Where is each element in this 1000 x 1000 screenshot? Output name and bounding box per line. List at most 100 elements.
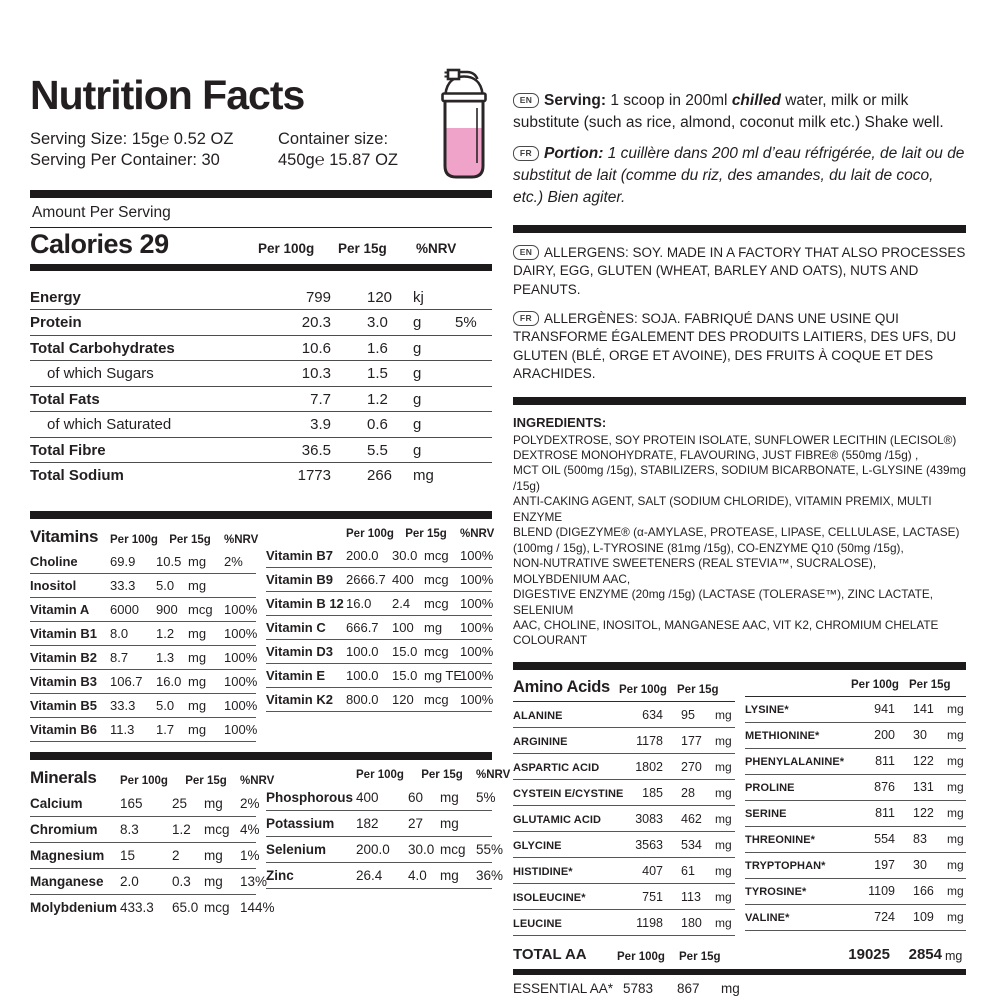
col-header-per15g: Per 15g [185, 774, 227, 787]
vitamins-left-rows: Choline 69.9 10.5 mg 2% Inositol 33.3 5.… [30, 550, 258, 742]
right-column: EN Serving: 1 scoop in 200ml chilled wate… [513, 90, 966, 1000]
summary-label: ESSENTIAL AA* [513, 981, 614, 997]
cell-unit: mcg [424, 691, 449, 707]
table-row: ALANINE 634 95 mg [513, 702, 735, 729]
table-row: Vitamin B6 11.3 1.7 mg 100% [30, 718, 257, 742]
cell-per15g: 100 [392, 619, 414, 635]
amino-acid-label: VALINE* [745, 912, 790, 925]
cell-per15g: 120 [392, 691, 414, 707]
amino-acid-label: ASPARTIC ACID [513, 761, 600, 774]
total-aa-per15g: 2854 [908, 946, 942, 964]
vitamin-label: Choline [30, 553, 78, 569]
serving-directions-en: EN Serving: 1 scoop in 200ml chilled wate… [513, 90, 966, 134]
cell-per100g: 811 [875, 754, 895, 769]
cell-unit: mg [188, 553, 207, 569]
table-row: METHIONINE* 200 30 mg [745, 723, 966, 749]
col-header-per100g: Per 100g [258, 240, 315, 256]
cell-unit: mg [947, 806, 964, 821]
cell-nrv: 100% [224, 673, 258, 689]
cell-per100g: 800.0 [346, 691, 379, 707]
cell-unit: mg [947, 858, 964, 873]
cell-nrv: 100% [224, 697, 258, 713]
table-row: HISTIDINE* 407 61 mg [513, 858, 735, 885]
vitamin-label: Vitamin E [266, 667, 326, 683]
table-row: Inositol 33.3 5.0 mg [30, 574, 256, 598]
nutrient-label: Energy [30, 288, 81, 306]
vitamins-left-half: Vitamins Per 100g Per 15g %NRV Choline 6… [30, 519, 258, 742]
table-row: ESSENTIAL AA* 5783 867 mg [513, 975, 740, 1000]
nutrient-label: of which Saturated [47, 416, 172, 434]
cell-per15g: 10.5 [156, 553, 182, 569]
mineral-label: Calcium [30, 795, 83, 811]
cell-per15g: 109 [913, 910, 934, 925]
vitamin-label: Vitamin B9 [266, 571, 333, 587]
cell-per100g: 5783 [623, 981, 654, 997]
cell-per15g: 2 [172, 847, 180, 863]
nutrient-label: Total Fats [30, 390, 100, 408]
serving-directions-en-text-2: water, milk or milk substitute (such as … [513, 92, 944, 131]
divider-bar-thick [513, 969, 966, 976]
cell-per100g: 36.5 [301, 441, 331, 459]
amino-right-half: Per 100g Per 15g LYSINE* 941 141 mg [745, 670, 966, 936]
cell-unit: g [413, 390, 422, 408]
cell-unit: mg TE [424, 667, 463, 683]
cell-per15g: 60 [408, 789, 424, 805]
cell-per15g: 900 [156, 601, 178, 617]
cell-per15g: 3.0 [367, 314, 388, 332]
total-aa-row: TOTAL AA Per 100g Per 15g 19025 2854 mg [513, 936, 966, 969]
divider-rule [745, 695, 966, 697]
table-row: GLYCINE 3563 534 mg [513, 832, 735, 859]
table-row: LYSINE* 941 141 mg [745, 697, 966, 723]
cell-per15g: 166 [913, 884, 934, 899]
cell-nrv: 100% [460, 667, 494, 683]
vitamins-right-half: Per 100g Per 15g %NRV Vitamin B7 200.0 3… [266, 519, 494, 742]
cell-per15g: 1.2 [156, 625, 175, 641]
cell-nrv: 144% [240, 899, 275, 915]
ingredients-label: INGREDIENTS: [513, 414, 607, 430]
amino-acid-label: PROLINE [745, 782, 795, 795]
cell-per100g: 2.0 [120, 873, 139, 889]
total-aa-per100g: 19025 [848, 946, 890, 964]
cell-per100g: 100.0 [346, 667, 379, 683]
col-header-per100g: Per 100g [110, 533, 158, 546]
cell-per100g: 33.3 [110, 697, 136, 713]
minerals-left-rows: Calcium 165 25 mg 2% Chromium 8.3 1.2 mc… [30, 791, 275, 920]
table-row: SERINE 811 122 mg [745, 801, 966, 827]
cell-nrv: 100% [224, 625, 258, 641]
cell-unit: mcg [424, 547, 449, 563]
mineral-label: Chromium [30, 821, 98, 837]
cell-per100g: 8.0 [110, 625, 129, 641]
vitamin-label: Vitamin A [30, 601, 90, 617]
cell-per100g: 433.3 [120, 899, 154, 915]
cell-per100g: 185 [642, 785, 663, 800]
table-row: Vitamin C 666.7 100 mg 100% [266, 616, 493, 640]
table-row: Vitamin K2 800.0 120 mcg 100% [266, 688, 493, 712]
amino-left-half: Amino Acids Per 100g Per 15g ALANINE 634… [513, 670, 735, 937]
vitamins-right-rows: Vitamin B7 200.0 30.0 mcg 100% Vitamin B… [266, 544, 494, 712]
mineral-label: Manganese [30, 873, 104, 889]
cell-nrv: 100% [460, 547, 494, 563]
vitamin-label: Inositol [30, 577, 77, 593]
col-header-per15g: Per 15g [677, 684, 719, 697]
minerals-title: Minerals [30, 767, 97, 787]
shaker-bottle-icon [441, 68, 487, 179]
cell-nrv: 1% [240, 847, 260, 863]
col-header-per100g: Per 100g [619, 684, 667, 697]
table-row: Magnesium 15 2 mg 1% [30, 843, 260, 869]
amino-acid-label: TRYPTOPHAN* [745, 860, 826, 873]
cell-per100g: 8.3 [120, 821, 139, 837]
col-header-per100g: Per 100g [851, 678, 899, 691]
cell-per100g: 200.0 [356, 841, 390, 857]
fr-language-badge: FR [513, 146, 539, 161]
mineral-label: Molybdenium [30, 899, 117, 915]
divider-bar-thick [30, 263, 492, 271]
table-row: Manganese 2.0 0.3 mg 13% [30, 869, 267, 895]
cell-per15g: 400 [392, 571, 414, 587]
minerals-left-half: Minerals Per 100g Per 15g %NRV Calcium 1… [30, 760, 275, 920]
cell-unit: g [413, 314, 422, 332]
cell-unit: mg [715, 733, 732, 748]
cell-unit: mg [947, 780, 964, 795]
amino-acid-label: TYROSINE* [745, 886, 807, 899]
cell-unit: mg [715, 707, 732, 722]
